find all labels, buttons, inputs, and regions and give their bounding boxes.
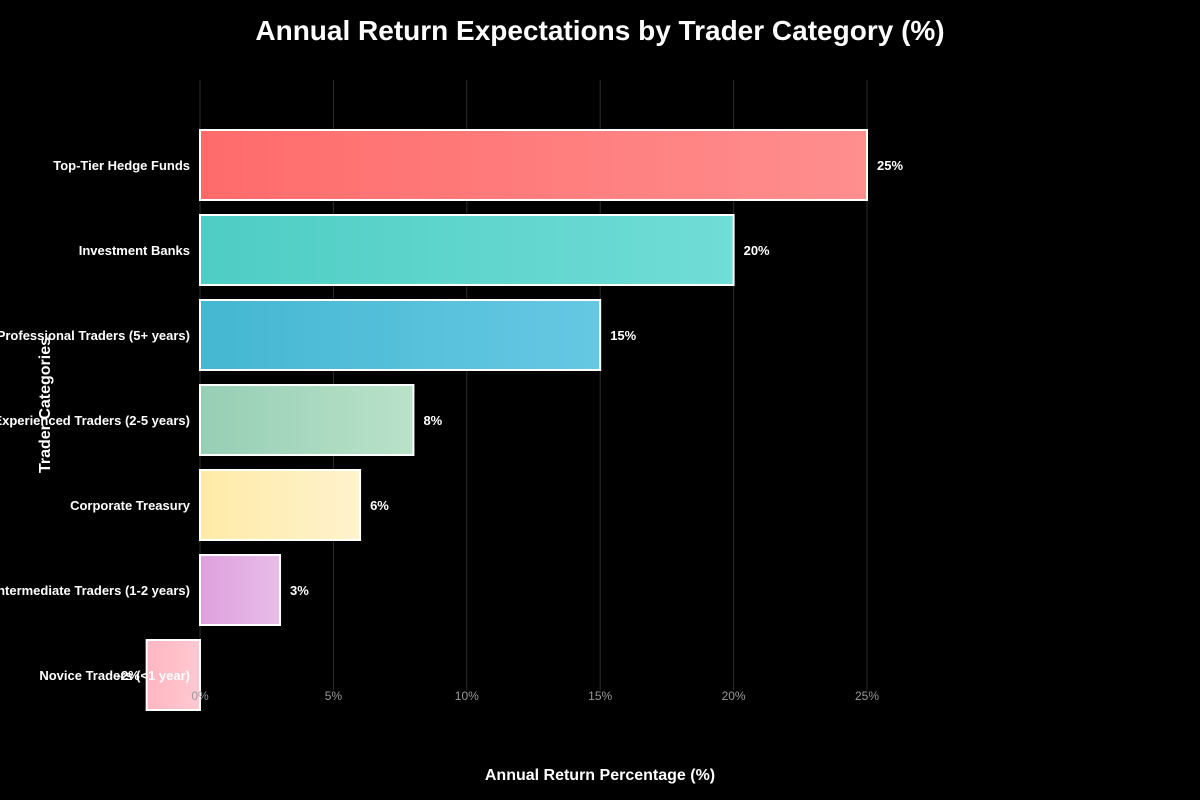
bar: [199, 554, 282, 626]
y-axis-title: Trader Categories: [37, 337, 54, 473]
value-label: 25%: [877, 158, 903, 173]
value-label: 3%: [290, 583, 309, 598]
category-label: Intermediate Traders (1-2 years): [0, 583, 190, 598]
category-label: Investment Banks: [79, 243, 190, 258]
bar: [145, 639, 201, 711]
value-label: -2%: [117, 668, 141, 683]
bar: [199, 384, 415, 456]
x-tick-label: 25%: [855, 689, 879, 703]
x-tick-label: 5%: [325, 689, 343, 703]
bars: [145, 129, 868, 711]
category-label: Experienced Traders (2-5 years): [0, 413, 190, 428]
value-label: 15%: [610, 328, 636, 343]
chart-title: Annual Return Expectations by Trader Cat…: [255, 15, 944, 46]
value-label: 6%: [370, 498, 389, 513]
category-label: Novice Traders (<1 year): [39, 668, 190, 683]
category-labels: Top-Tier Hedge Funds Investment Banks Prof…: [0, 158, 191, 683]
x-tick-label: 10%: [455, 689, 479, 703]
bar: [199, 129, 868, 201]
value-label: 20%: [744, 243, 770, 258]
x-tick-label: 0%: [191, 689, 209, 703]
x-axis-title: Annual Return Percentage (%): [485, 767, 715, 784]
x-tick-label: 15%: [588, 689, 612, 703]
bar: [199, 469, 362, 541]
value-label: 8%: [423, 413, 442, 428]
x-tick-label: 20%: [722, 689, 746, 703]
x-tick-labels: 0% 5% 10% 15% 20% 25%: [191, 689, 879, 703]
value-labels: 25% 20% 15% 8% 6% 3% -2%: [117, 158, 904, 683]
category-label: Professional Traders (5+ years): [0, 328, 190, 343]
category-label: Corporate Treasury: [70, 498, 191, 513]
category-label: Top-Tier Hedge Funds: [53, 158, 190, 173]
bar: [199, 299, 602, 371]
bar: [199, 214, 735, 286]
